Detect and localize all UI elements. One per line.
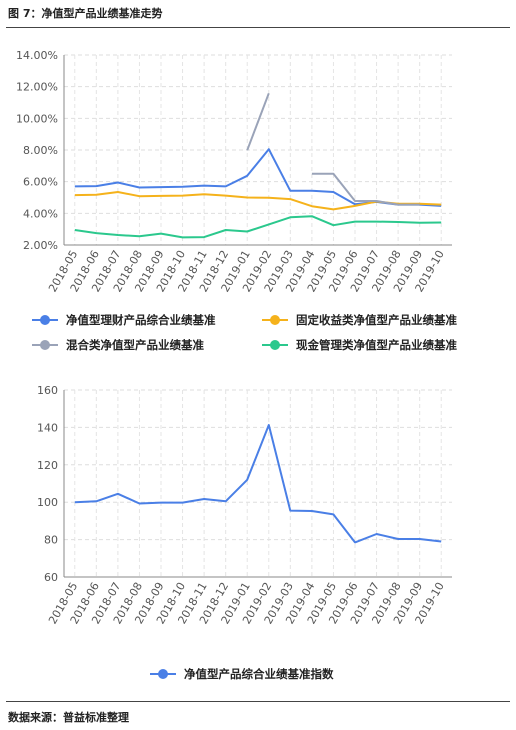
legend-marker: [158, 669, 168, 679]
figure-title: 图 7：净值型产品业绩基准走势: [8, 7, 163, 20]
legend-marker: [270, 340, 280, 350]
y-tick-label: 120: [37, 459, 58, 472]
y-tick-label: 2.00%: [23, 239, 58, 252]
y-tick-label: 140: [37, 421, 58, 434]
source-note: 数据来源：普益标准整理: [8, 711, 129, 724]
legend-marker: [270, 315, 280, 325]
legend-label: 混合类净值型产品业绩基准: [66, 338, 204, 352]
series-line-0: [74, 424, 442, 544]
bottom-divider: [6, 701, 510, 702]
y-tick-label: 6.00%: [23, 176, 58, 189]
legend-item-2[interactable]: 混合类净值型产品业绩基准: [32, 338, 204, 352]
legend-label: 固定收益类净值型产品业绩基准: [296, 313, 457, 327]
legend-marker: [40, 315, 50, 325]
legend-item-3[interactable]: 现金管理类净值型产品业绩基准: [262, 338, 457, 352]
y-tick-label: 4.00%: [23, 207, 58, 220]
legend-label: 现金管理类净值型产品业绩基准: [296, 338, 457, 352]
top-divider: [6, 27, 510, 28]
series-line-2: [311, 172, 420, 206]
chart-benchmark-trend: 2.00%4.00%6.00%8.00%10.00%12.00%14.00%20…: [16, 49, 457, 352]
series-line-2: [246, 92, 270, 151]
series-line-1: [74, 191, 442, 211]
y-tick-label: 60: [44, 571, 58, 584]
legend-marker: [40, 340, 50, 350]
y-tick-label: 8.00%: [23, 144, 58, 157]
legend-label: 净值型产品综合业绩基准指数: [184, 667, 334, 681]
y-tick-label: 14.00%: [16, 49, 58, 62]
legend-item-0[interactable]: 净值型理财产品综合业绩基准: [32, 313, 216, 327]
y-tick-label: 12.00%: [16, 81, 58, 94]
series-line-3: [74, 215, 442, 239]
y-tick-label: 10.00%: [16, 112, 58, 125]
y-tick-label: 100: [37, 496, 58, 509]
y-tick-label: 80: [44, 534, 58, 547]
legend-item-1[interactable]: 固定收益类净值型产品业绩基准: [262, 313, 457, 327]
y-tick-label: 160: [37, 384, 58, 397]
legend-item-0[interactable]: 净值型产品综合业绩基准指数: [150, 667, 334, 681]
chart-benchmark-index: 60801001201401602018-052018-062018-07201…: [37, 384, 452, 681]
legend-label: 净值型理财产品综合业绩基准: [66, 313, 216, 327]
